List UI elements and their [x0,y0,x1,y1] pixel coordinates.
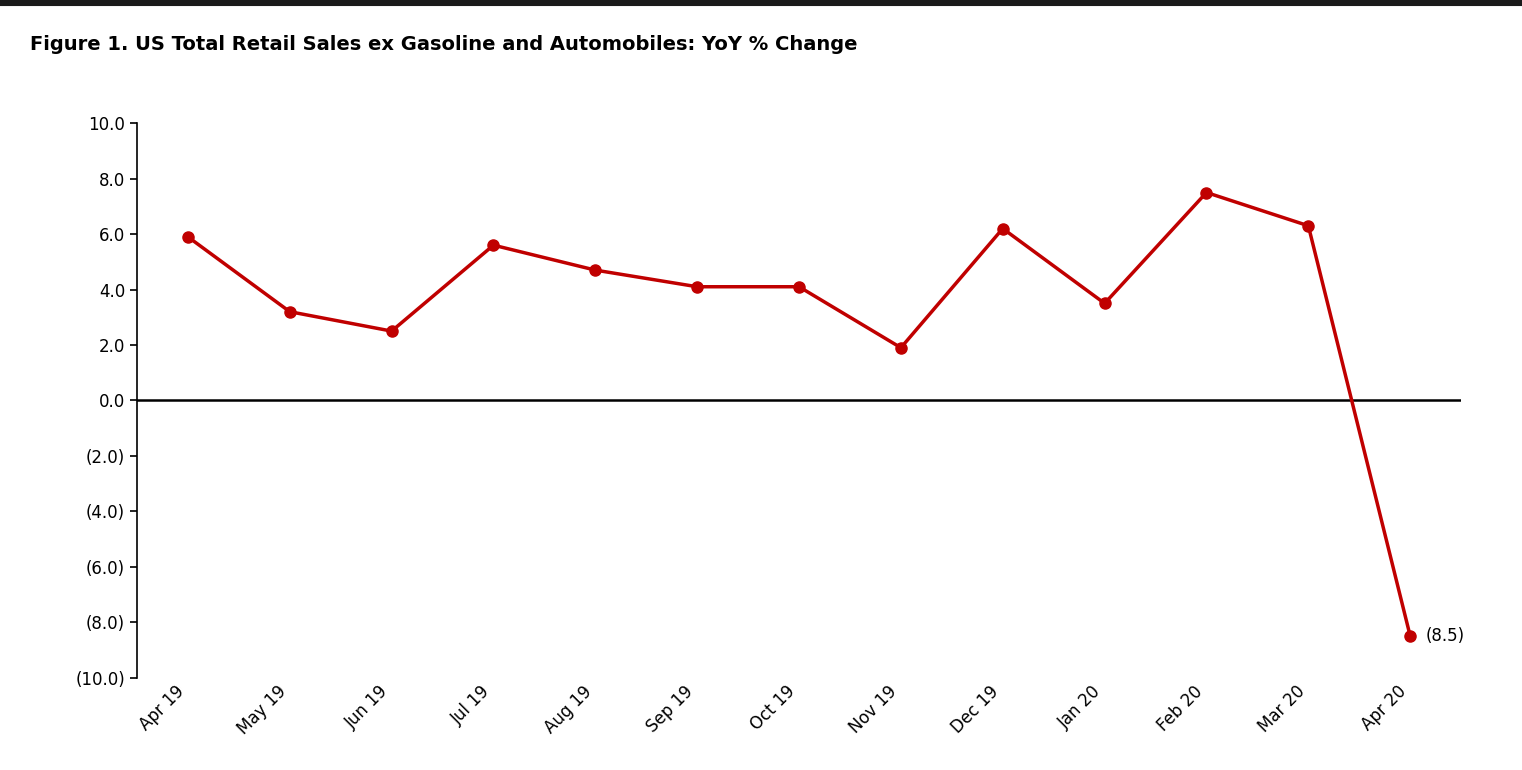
Text: Figure 1. US Total Retail Sales ex Gasoline and Automobiles: YoY % Change: Figure 1. US Total Retail Sales ex Gasol… [30,35,858,54]
Text: (8.5): (8.5) [1426,627,1464,645]
